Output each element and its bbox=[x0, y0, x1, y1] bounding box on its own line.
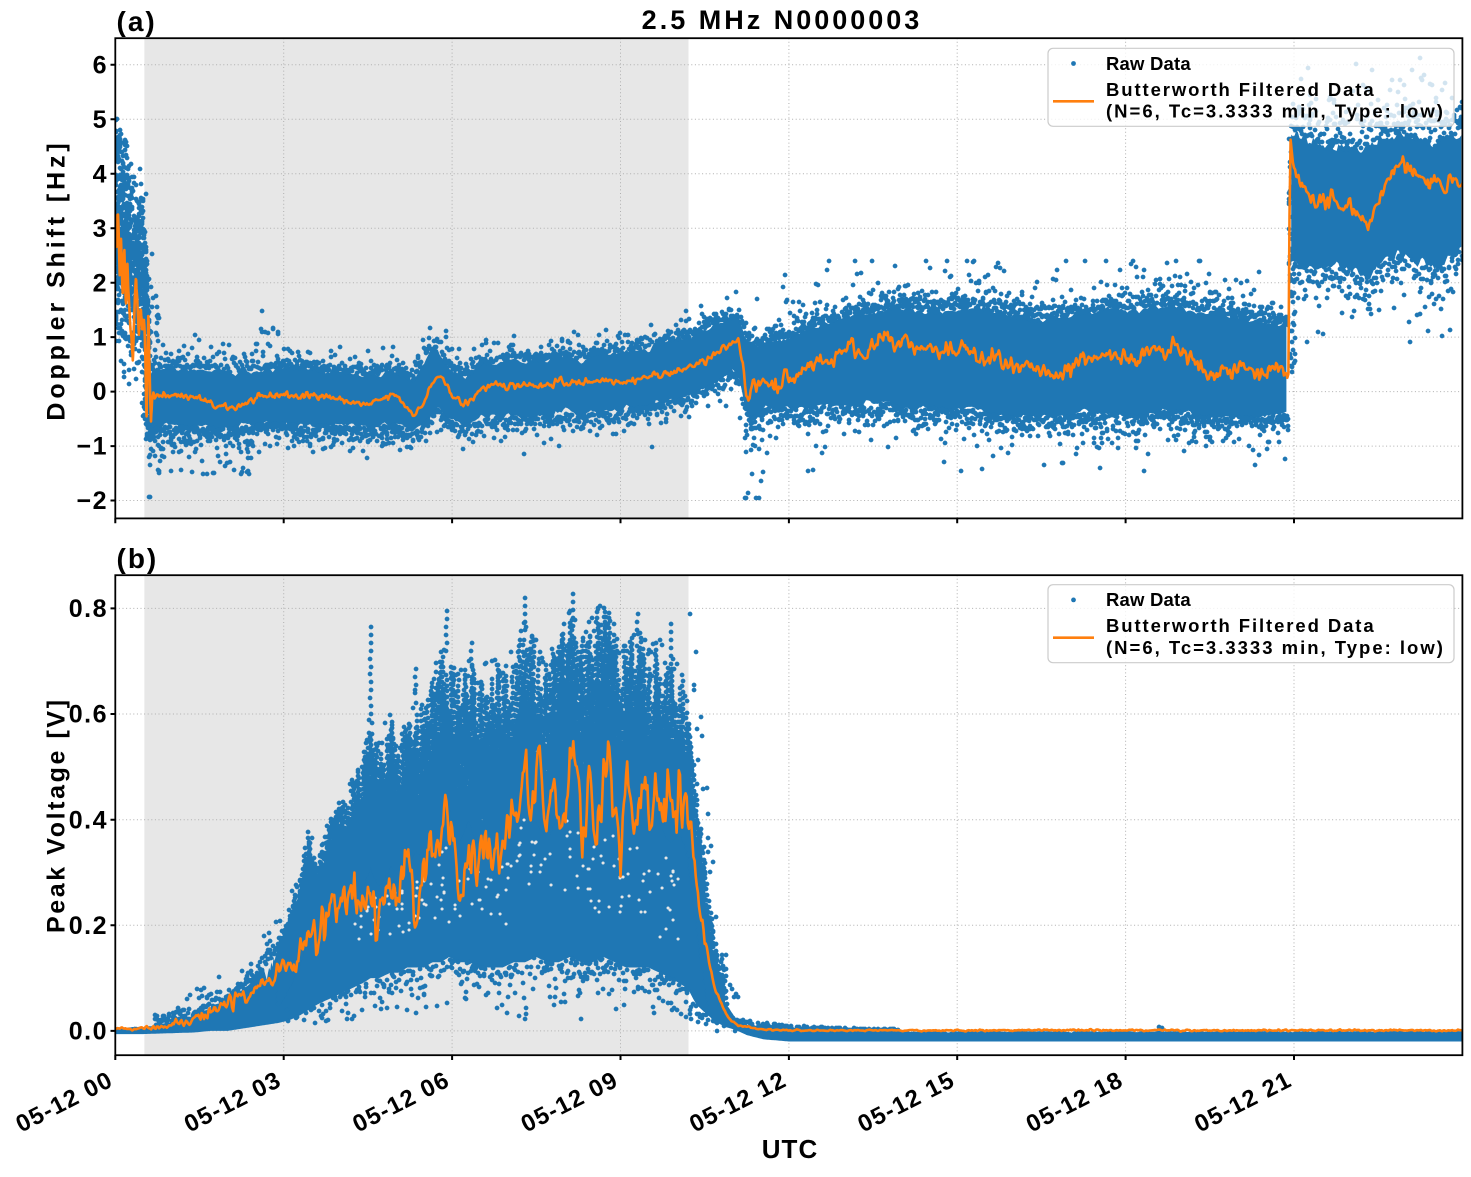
svg-text:−2: −2 bbox=[76, 487, 108, 515]
svg-text:Peak Voltage [V]: Peak Voltage [V] bbox=[43, 697, 71, 933]
svg-text:1: 1 bbox=[93, 324, 108, 352]
svg-text:2.5 MHz N0000003: 2.5 MHz N0000003 bbox=[642, 5, 923, 35]
svg-text:6: 6 bbox=[93, 51, 108, 79]
svg-text:0.4: 0.4 bbox=[69, 806, 108, 834]
svg-text:−1: −1 bbox=[76, 433, 108, 461]
svg-text:2: 2 bbox=[93, 269, 108, 297]
svg-text:Doppler Shift [Hz]: Doppler Shift [Hz] bbox=[43, 139, 71, 420]
svg-text:UTC: UTC bbox=[762, 1134, 818, 1164]
svg-text:(N=6, Tc=3.3333 min, Type: low: (N=6, Tc=3.3333 min, Type: low) bbox=[1106, 637, 1445, 658]
svg-text:0.2: 0.2 bbox=[69, 912, 108, 940]
svg-text:0: 0 bbox=[93, 378, 108, 406]
svg-text:(N=6, Tc=3.3333 min, Type: low: (N=6, Tc=3.3333 min, Type: low) bbox=[1106, 101, 1445, 122]
svg-text:Raw Data: Raw Data bbox=[1106, 589, 1191, 610]
svg-text:0.6: 0.6 bbox=[69, 701, 108, 729]
svg-text:0.0: 0.0 bbox=[69, 1018, 108, 1046]
svg-text:Butterworth Filtered Data: Butterworth Filtered Data bbox=[1106, 79, 1376, 100]
svg-text:(b): (b) bbox=[117, 543, 159, 574]
svg-text:5: 5 bbox=[93, 106, 108, 134]
svg-text:4: 4 bbox=[93, 160, 108, 188]
svg-text:Butterworth Filtered Data: Butterworth Filtered Data bbox=[1106, 615, 1376, 636]
svg-text:(a): (a) bbox=[117, 6, 157, 37]
svg-text:0.8: 0.8 bbox=[69, 595, 108, 623]
svg-text:3: 3 bbox=[93, 215, 108, 243]
svg-text:Raw Data: Raw Data bbox=[1106, 53, 1191, 74]
